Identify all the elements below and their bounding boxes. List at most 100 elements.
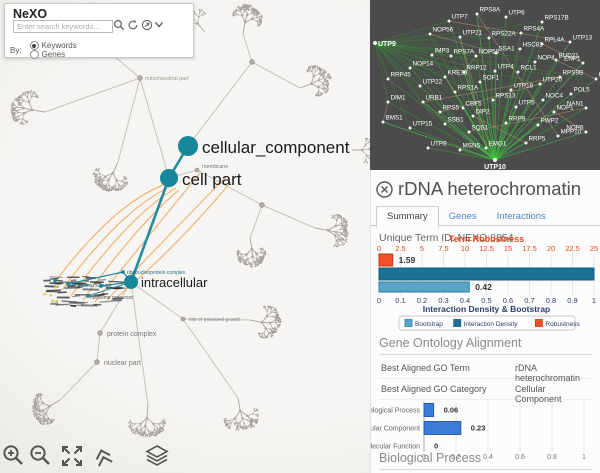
gene-node-UTP10[interactable]: UTP10 (484, 157, 506, 171)
gene-node-RPS7A[interactable]: RPS7A (449, 49, 475, 58)
search-by-option-genes[interactable]: Genes (29, 50, 77, 59)
gene-label: RPS22A (492, 31, 517, 38)
refresh-icon[interactable] (127, 19, 139, 31)
gene-node-RCL1[interactable]: RCL1 (516, 65, 538, 74)
gene-label: UTP4 (498, 64, 515, 71)
gene-node-NOP14[interactable]: NOP14 (408, 61, 434, 70)
gene-node-POL5[interactable]: POL5 (569, 87, 591, 96)
gene-node-NOP6[interactable]: NOP6 (566, 125, 588, 134)
gene-node-UTP8[interactable]: UTP8 (426, 141, 448, 150)
gene-node-BMS1[interactable]: BMS1 (381, 115, 404, 124)
gene-node-KRR1[interactable]: KRR1 (594, 72, 600, 81)
svg-text:0.3: 0.3 (438, 296, 448, 305)
svg-text:0: 0 (377, 244, 381, 253)
gene-node-SSA1[interactable]: SSA1 (494, 46, 516, 55)
gene-node-DIM1[interactable]: DIM1 (386, 95, 407, 104)
gene-node-NOP56[interactable]: NOP56 (428, 27, 454, 36)
close-icon[interactable] (376, 180, 393, 198)
chevron-down-icon[interactable] (154, 21, 164, 29)
gene-label: HSC82 (523, 42, 544, 49)
gene-node-RPS13[interactable]: RPS13 (491, 93, 516, 102)
svg-text:0.8: 0.8 (546, 296, 556, 305)
unique-term-id: Unique Term ID: NEXO:8854 (379, 232, 514, 244)
ontology-node-cell-part[interactable] (160, 169, 178, 187)
zoom-out-icon[interactable] (29, 444, 52, 468)
gene-node-RRP9[interactable]: RRP9 (504, 116, 526, 125)
radio-icon[interactable] (29, 41, 39, 50)
svg-text:0.9: 0.9 (567, 296, 577, 305)
gene-node-NOP58[interactable]: NOP58 (474, 49, 500, 58)
fit-to-screen-icon[interactable] (60, 444, 84, 468)
gene-node-KRE33[interactable]: KRE33 (443, 70, 468, 79)
gene-label: RPS17B (545, 15, 569, 22)
gene-node-RPS4A[interactable]: RPS4A (519, 26, 545, 35)
gene-node-RPS17B[interactable]: RPS17B (540, 15, 569, 24)
tab-summary[interactable]: Summary (376, 206, 439, 228)
gene-node-RRP45[interactable]: RRP45 (386, 72, 412, 81)
gene-label: UTP13 (573, 35, 593, 42)
radio-icon[interactable] (29, 50, 39, 59)
gene-node-SQS1[interactable]: SQS1 (467, 125, 489, 134)
gene-node-SSB1[interactable]: SSB1 (443, 117, 465, 126)
gene-node-NOP4[interactable]: NOP4 (533, 55, 556, 64)
gene-node-UTP22[interactable]: UTP22 (418, 79, 443, 88)
ontology-node-label: cell part (182, 170, 242, 189)
svg-text:Interaction Density & Bootstra: Interaction Density & Bootstrap (423, 304, 551, 314)
gene-node-NAN1[interactable]: NAN1 (567, 101, 588, 110)
gene-node-UTP7[interactable]: UTP7 (447, 14, 469, 23)
gene-node-UTP9[interactable]: UTP9 (372, 40, 396, 48)
gene-node-NOP1[interactable]: NOP1 (552, 105, 575, 114)
gene-node-MPP10[interactable]: MPP10 (556, 129, 582, 138)
gene-node-PWP2[interactable]: PWP2 (536, 118, 559, 127)
gene-node-MSN5[interactable]: MSN5 (458, 143, 481, 152)
gene-label: MPP10 (561, 129, 582, 136)
gene-node-ENP1[interactable]: ENP1 (564, 56, 585, 65)
tab-genes[interactable]: Genes (448, 211, 477, 222)
gene-node-RPS22A[interactable]: RPS22A (487, 31, 517, 40)
gene-node-RRP12[interactable]: RRP12 (462, 65, 488, 74)
circled-arrow-icon[interactable] (141, 19, 153, 31)
gene-node-NOC4[interactable]: NOC4 (541, 93, 564, 102)
search-input[interactable] (13, 20, 113, 33)
gene-node-UTP4[interactable]: UTP4 (493, 64, 515, 73)
search-by-option-keywords[interactable]: Keywords (29, 41, 77, 50)
gene-node-UTP5[interactable]: UTP5 (514, 100, 536, 109)
gene-node-RPS1A[interactable]: RPS1A (453, 85, 479, 94)
gene-node-BUD21[interactable]: BUD21 (554, 53, 580, 62)
ontology-term-label: site of polarized growth (189, 317, 241, 323)
gene-node-UTP6[interactable]: UTP6 (504, 10, 526, 19)
gene-node-UTP18[interactable]: UTP18 (509, 83, 534, 92)
gene-node-UTP20[interactable]: UTP20 (538, 77, 563, 86)
gene-node-EMG1[interactable]: EMG1 (484, 141, 507, 150)
gene-node-RPS5[interactable]: RPS5 (438, 105, 460, 114)
ontology-node-cellular-component[interactable] (178, 136, 198, 156)
go-row-value: Cellular Component (515, 384, 562, 404)
layers-icon[interactable] (144, 444, 170, 468)
gene-node-DIP2[interactable]: DIP2 (471, 109, 490, 118)
svg-text:0: 0 (377, 296, 381, 305)
gene-node-UTP21[interactable]: UTP21 (458, 30, 483, 39)
interaction-network-panel[interactable]: UTP9 UTP7 RPS8A UTP6 RPS17B NOP56 UTP21 RPS22A R… (370, 0, 600, 171)
zoom-in-icon[interactable] (2, 444, 25, 468)
gene-label: UTP22 (423, 79, 443, 86)
svg-text:5: 5 (420, 244, 424, 253)
svg-text:0.1: 0.1 (395, 296, 405, 305)
gene-node-RPS8A[interactable]: RPS8A (475, 7, 501, 16)
gene-label: UTP5 (519, 100, 536, 107)
gene-label: SSB1 (448, 117, 465, 124)
gene-node-SOF1[interactable]: SOF1 (478, 75, 500, 84)
gene-node-RRP5[interactable]: RRP5 (524, 136, 546, 145)
gene-node-RPS9B[interactable]: RPS9B (558, 70, 584, 79)
search-icon[interactable] (113, 19, 125, 31)
ontology-node-intracellular[interactable] (124, 275, 138, 289)
gene-node-HSC82[interactable]: HSC82 (518, 42, 544, 51)
gene-node-CBF5[interactable]: CBF5 (461, 101, 483, 110)
gene-node-UTP15[interactable]: UTP15 (408, 121, 433, 130)
gene-label: POL5 (574, 87, 591, 94)
gene-node-IMP3[interactable]: IMP3 (430, 48, 450, 57)
gene-node-UTP13[interactable]: UTP13 (568, 35, 593, 44)
gene-node-RPL4A[interactable]: RPL4A (540, 37, 566, 46)
tab-interactions[interactable]: Interactions (496, 211, 546, 222)
collapse-icon[interactable] (92, 444, 116, 468)
gene-node-URB1[interactable]: URB1 (421, 95, 443, 104)
